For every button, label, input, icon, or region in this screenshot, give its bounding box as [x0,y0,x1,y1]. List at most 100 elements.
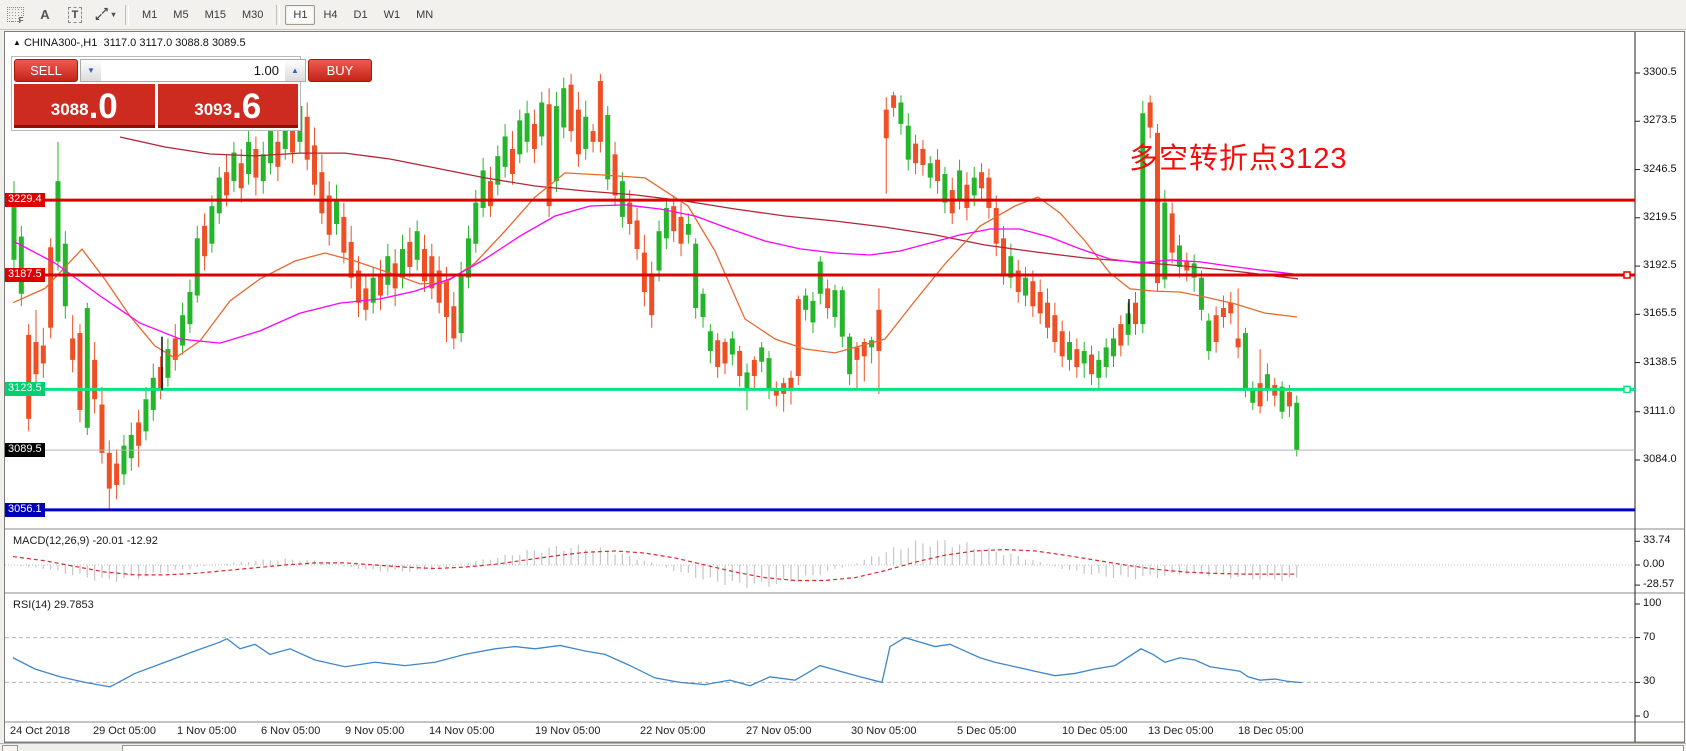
candle [1191,254,1197,292]
date-tick-label: 5 Dec 05:00 [957,725,1017,737]
candle [326,181,332,246]
candle [187,279,193,334]
candle [920,140,926,176]
current-price-badge: 3089.5 [5,443,45,458]
timeframe-d1-button[interactable]: D1 [353,8,368,21]
candle [1235,288,1241,359]
volume-input[interactable] [101,60,285,81]
timeframe-m15-button[interactable]: M15 [204,8,226,21]
candle [803,288,809,321]
candle [656,220,662,282]
candle [106,440,112,511]
candle [231,141,237,192]
candle [253,136,259,196]
chart-title: ▲ CHINA300-,H1 3117.0 3117.0 3088.8 3089… [13,37,246,49]
ask-price-display[interactable]: 3093.6 [157,84,298,128]
candle [26,324,32,432]
candle [495,145,501,196]
rsi-level-label: 100 [1643,597,1662,609]
candle [1242,327,1248,398]
price-tick-label: 3300.5 [1643,66,1677,78]
candle [1008,243,1014,289]
timeframe-m30-button[interactable]: M30 [241,8,264,21]
toolbar-separator [125,4,129,25]
candle [1228,291,1234,325]
candle [1279,381,1285,419]
sell-button[interactable]: SELL [14,59,78,82]
candle [722,338,728,375]
price-line-badge: 3056.1 [5,502,45,517]
candle [421,234,427,292]
toolbar: F A T ↗ ↙ ▾ M1 M5 M15 M30 H1 H4 D1 W1 MN [0,0,1686,30]
candle [905,113,911,171]
candle [1045,288,1051,339]
candle [509,131,515,185]
candle [128,422,134,471]
candle [832,284,838,328]
text-label-icon[interactable]: A [40,7,50,22]
indicator-grid-icon[interactable]: F [3,4,27,26]
price-tick-label: 3165.5 [1643,307,1677,320]
ask-big-digit: .6 [232,87,262,126]
candle [158,356,164,400]
candle [935,148,941,194]
date-tick-label: 9 Nov 05:00 [345,725,405,737]
candle [847,333,853,385]
candle [957,159,963,210]
candle [766,350,772,400]
macd-indicator-label: MACD(12,26,9) -20.01 -12.92 [13,535,158,547]
price-tick-label: 3273.5 [1643,114,1677,127]
objects-arrow-icon[interactable]: ↗ ↙ ▾ [94,5,116,23]
candle [913,134,919,174]
one-click-trading-panel: SELL ▼ ▲ BUY 3088.0 3093.6 [11,56,372,131]
ohlc-readout: 3117.0 3117.0 3088.8 3089.5 [103,37,246,49]
candle [1030,270,1036,317]
chart-window[interactable]: ▲ CHINA300-,H1 3117.0 3117.0 3088.8 3089… [4,31,1685,743]
candle [869,336,875,364]
candle [883,97,889,194]
rsi-indicator-label: RSI(14) 29.7853 [13,599,94,611]
timeframe-m1-button[interactable]: M1 [142,8,158,21]
price-chart-canvas[interactable] [5,32,1684,742]
chart-tab[interactable] [122,745,1684,751]
volume-increase-button[interactable]: ▲ [285,60,305,81]
bid-price-display[interactable]: 3088.0 [14,84,155,128]
candle [172,324,178,371]
candle [1294,395,1300,457]
candle [1147,95,1153,139]
candle [634,207,640,260]
tab-bar-corner[interactable] [2,745,18,751]
timeframe-m5-button[interactable]: M5 [173,8,189,21]
candle [1132,291,1138,335]
candle [1169,202,1175,264]
candle [312,127,318,196]
candle [590,123,596,153]
candle [898,95,904,135]
candle [678,202,684,257]
symbol-period: CHINA300-,H1 [23,37,98,49]
candle [1162,190,1168,289]
date-tick-label: 1 Nov 05:00 [177,725,237,737]
date-tick-label: 6 Nov 05:00 [261,725,321,737]
volume-decrease-button[interactable]: ▼ [81,60,101,81]
bid-main-digits: 3088 [50,100,89,119]
text-box-icon[interactable]: T [63,4,87,26]
candle [392,249,398,307]
candle [114,449,120,500]
candle [561,77,567,139]
candle [502,123,508,178]
candle [363,274,369,321]
buy-button[interactable]: BUY [308,59,372,82]
candle [605,106,611,191]
timeframe-mn-button[interactable]: MN [416,8,434,21]
timeframe-h1-button[interactable]: H1 [285,4,316,25]
candle [99,386,105,464]
candle [707,324,713,364]
collapse-triangle-icon[interactable]: ▲ [13,38,21,47]
candle [121,434,127,486]
candle [407,227,413,278]
timeframe-h4-button[interactable]: H4 [323,8,338,21]
timeframe-w1-button[interactable]: W1 [383,8,401,21]
candle [788,370,794,405]
candle [319,154,325,225]
